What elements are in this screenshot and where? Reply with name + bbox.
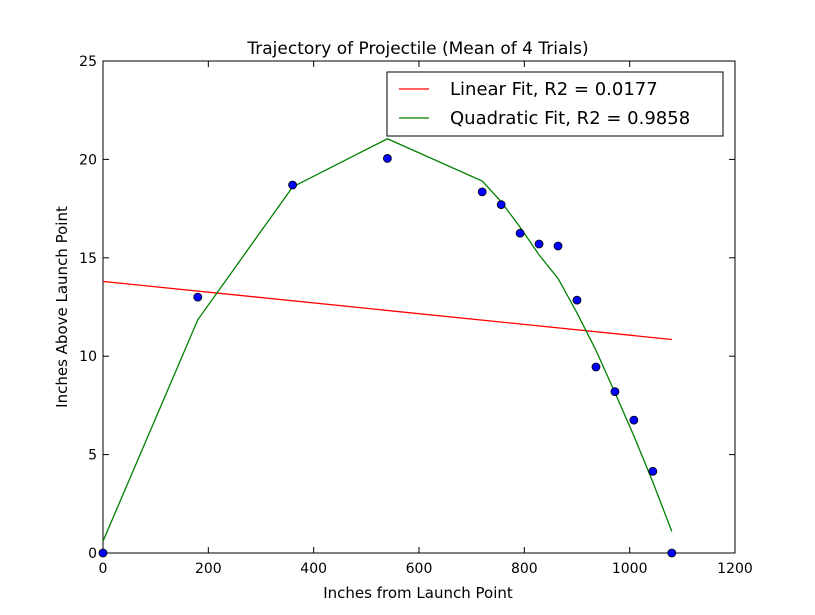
legend-box (386, 71, 724, 137)
y-tick-label: 10 (79, 349, 97, 365)
y-tick-label: 5 (88, 448, 97, 464)
y-tick-label: 20 (79, 152, 97, 168)
x-tick-label: 200 (195, 561, 222, 577)
quadratic-fit-line (102, 138, 673, 542)
x-tick-label: 600 (406, 561, 433, 577)
data-point (98, 548, 108, 558)
plot-area: 0 200 400 600 800 1000 1200 0 5 10 15 20 25 (79, 54, 753, 577)
x-tick-label: 1000 (612, 561, 648, 577)
y-tick-label: 0 (88, 546, 97, 562)
data-point (534, 239, 544, 249)
data-point (515, 228, 525, 238)
data-point (591, 362, 601, 372)
x-tick-label: 1200 (717, 561, 753, 577)
x-axis-label: Inches from Launch Point (323, 584, 513, 602)
linear-fit-line (102, 280, 672, 341)
legend: Linear Fit, R2 = 0.0177 Quadratic Fit, R2… (386, 71, 724, 137)
legend-label: Linear Fit, R2 = 0.0177 (450, 79, 658, 100)
data-point (496, 200, 506, 210)
data-point (193, 292, 203, 302)
chart-title: Trajectory of Projectile (Mean of 4 Tria… (246, 39, 588, 59)
data-point (629, 415, 639, 425)
y-tick-label: 25 (79, 54, 97, 70)
data-point (648, 466, 658, 476)
x-tick-label: 400 (300, 561, 327, 577)
legend-label: Quadratic Fit, R2 = 0.9858 (450, 108, 690, 129)
data-point (667, 548, 677, 558)
x-tick-label: 800 (511, 561, 538, 577)
data-point (288, 180, 298, 190)
data-point (382, 154, 392, 163)
y-tick-label: 15 (79, 251, 97, 267)
data-point (610, 387, 620, 397)
data-point (572, 295, 582, 305)
x-tick-label: 0 (99, 561, 108, 577)
y-axis-label: Inches Above Launch Point (53, 206, 71, 408)
data-point (553, 241, 563, 251)
data-point (477, 187, 487, 197)
